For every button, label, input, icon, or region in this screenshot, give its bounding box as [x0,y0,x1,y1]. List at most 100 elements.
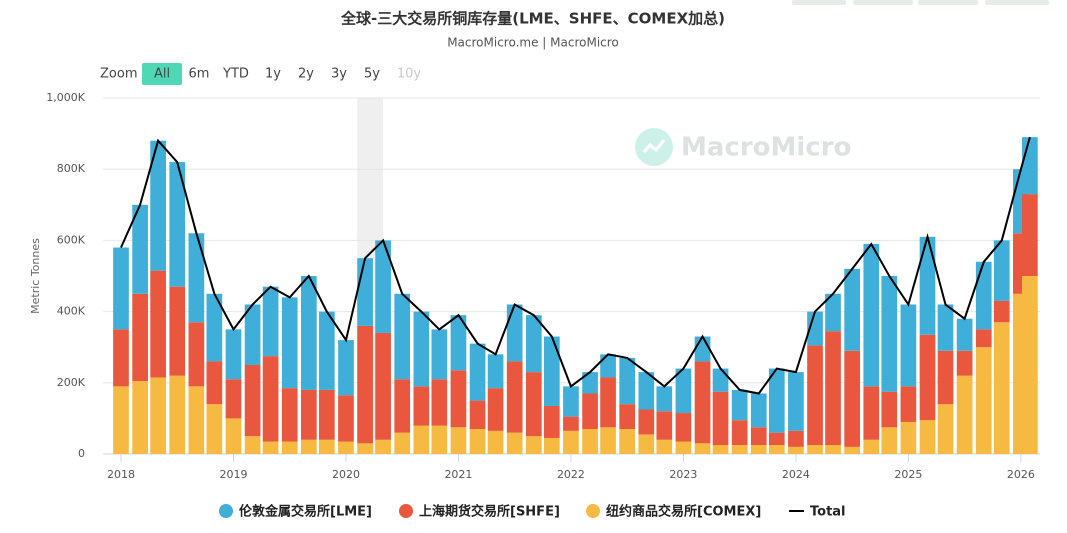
bar-segment [188,233,205,323]
bar-segment [768,432,785,446]
bar-segment [150,377,166,454]
bar-segment [619,357,636,405]
bar-segment [169,286,186,376]
legend-item[interactable]: 纽约商品交易所[COMEX] [586,504,761,520]
bar-segment [262,441,279,454]
y-tick-label: 200K [57,376,86,389]
range-button[interactable]: 2y [298,67,314,82]
bar-segment [543,336,560,406]
range-button[interactable]: YTD [222,67,249,82]
bar-segment [956,350,973,376]
bar-segment [244,365,261,437]
legend-label: 伦敦金属交易所[LME] [239,504,372,520]
bar-segment [731,389,748,421]
bar-segment [807,445,823,454]
bar-segment [956,318,973,351]
bar-segment [712,445,729,454]
bar-segment [844,268,860,351]
bar-segment [225,418,242,454]
bar-segment [431,329,448,380]
bar-segment [357,258,373,326]
bar-segment [375,332,391,440]
bar-segment [225,329,242,380]
range-button[interactable]: 3y [331,67,347,82]
bar-segment [206,361,223,405]
bar-segment [863,243,880,387]
bar-segment [1022,137,1038,195]
bar-segment [656,439,673,454]
range-button[interactable]: 5y [364,67,380,82]
bar-segment [750,445,767,454]
toolbar-button[interactable] [853,0,913,5]
bar-segment [600,377,616,428]
bar-segment [169,375,186,454]
range-button-label: 1y [265,67,281,82]
legend-label: Total [810,505,846,520]
bar-segment [487,354,504,389]
bar-segment [357,443,373,454]
bar-segment [844,446,860,454]
bar-segment [487,388,504,431]
bar-segment [881,391,898,428]
bar-segment [281,297,298,389]
bar-segment [788,446,804,454]
bar-segment [993,322,1010,454]
range-button[interactable]: 1y [265,67,281,82]
toolbar-button[interactable] [918,0,978,5]
bar-segment [881,276,898,392]
legend-item[interactable]: 上海期货交易所[SHFE] [399,504,560,520]
bar-segment [600,354,616,378]
bar-segment [937,350,954,405]
x-tick-label: 2025 [894,468,922,481]
bar-segment [712,368,729,392]
bar-segment [450,370,467,428]
bar-segment [993,240,1010,301]
toolbar-button[interactable] [792,0,846,5]
bar-segment [881,427,898,454]
bar-segment [132,381,148,454]
legend-item[interactable]: Total [789,505,846,520]
bar-segment [582,429,598,454]
bar-segment [750,427,767,446]
bar-segment [169,162,186,287]
bar-segment [431,379,448,426]
bar-segment [975,261,992,330]
bar-segment [937,304,954,351]
bar-segment [563,416,579,431]
bar-segment [487,430,504,454]
range-button-label: All [154,67,170,82]
bar-segment [113,247,129,330]
bar-segment [582,393,598,430]
bar-segment [301,439,317,454]
bar-segment [638,372,655,410]
toolbar-button[interactable] [985,0,1049,5]
bar-segment [301,389,317,440]
bar-segment [975,347,992,454]
range-button[interactable]: 6m [189,67,210,82]
bar-segment [506,304,523,362]
bar-segment [413,425,430,454]
bar-segment [563,430,579,454]
y-tick-label: 400K [57,305,86,318]
bar-segment [656,411,673,440]
bar-segment [450,427,467,454]
x-tick-label: 2024 [782,468,810,481]
bar-segment [338,395,354,442]
bar-segment [975,329,992,348]
bar-segment [807,311,823,346]
bar-segment [582,372,598,394]
bar-segment [301,276,317,390]
bar-segment [768,368,785,433]
range-button-label: 3y [331,67,347,82]
range-button[interactable]: All [142,63,182,85]
bar-segment [431,425,448,454]
bar-segment [694,443,711,454]
range-button-bg [142,63,182,85]
legend-item[interactable]: 伦敦金属交易所[LME] [219,504,372,520]
bar-segment [132,204,148,294]
x-tick-label: 2026 [1007,468,1035,481]
bar-segment [694,336,711,362]
range-button-label: 2y [298,67,314,82]
bar-segment [675,368,692,414]
